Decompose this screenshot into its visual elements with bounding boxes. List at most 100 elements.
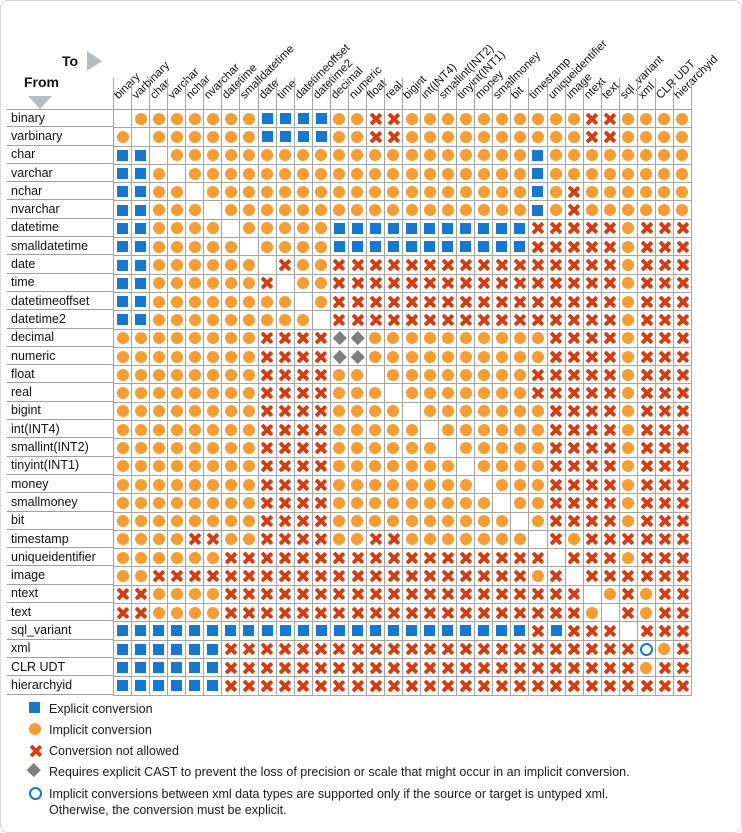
not-allowed-x-icon bbox=[315, 460, 328, 473]
cell-int-int4--to-binary bbox=[114, 421, 133, 440]
cell-nvarchar-to-binary bbox=[114, 201, 133, 220]
grid-line bbox=[691, 78, 692, 109]
cell-binary-to-bit bbox=[511, 110, 530, 129]
not-allowed-x-icon bbox=[604, 405, 617, 418]
implicit-circle-icon bbox=[261, 185, 274, 198]
implicit-circle-icon bbox=[441, 185, 454, 198]
cell-real-to-datetime2 bbox=[312, 384, 331, 403]
cell-image-to-image bbox=[565, 567, 584, 586]
implicit-circle-icon bbox=[261, 204, 274, 217]
cell-sql-variant-to-nchar bbox=[186, 622, 205, 641]
not-allowed-x-icon bbox=[586, 295, 599, 308]
implicit-circle-icon bbox=[405, 332, 418, 345]
cell-image-to-varchar bbox=[168, 567, 187, 586]
cell-char-to-hierarchyid bbox=[673, 146, 692, 165]
cell-ntext-to-bit bbox=[511, 585, 530, 605]
not-allowed-x-icon bbox=[387, 551, 400, 564]
explicit-square-icon bbox=[514, 222, 526, 234]
cell-ntext-to-char bbox=[150, 585, 169, 605]
cell-image-to-date bbox=[258, 567, 277, 586]
cell-varbinary-to-varbinary bbox=[132, 128, 151, 147]
implicit-circle-icon bbox=[279, 240, 292, 253]
cell-sql-variant-to-datetimeoffset bbox=[294, 622, 313, 641]
cell-image-to-binary bbox=[114, 567, 133, 586]
implicit-circle-icon bbox=[351, 387, 364, 400]
implicit-circle-icon bbox=[495, 515, 508, 528]
not-allowed-x-icon bbox=[134, 588, 147, 601]
not-allowed-x-icon bbox=[586, 277, 599, 290]
cell-smalldatetime-to-binary bbox=[114, 238, 133, 257]
implicit-circle-icon bbox=[495, 441, 508, 454]
not-allowed-x-icon bbox=[495, 313, 508, 326]
cell-nchar-to-bit bbox=[511, 183, 530, 202]
implicit-circle-icon bbox=[242, 259, 255, 272]
explicit-square-icon bbox=[117, 259, 129, 271]
not-allowed-x-icon bbox=[531, 259, 544, 272]
implicit-circle-icon bbox=[513, 112, 526, 125]
not-allowed-x-icon bbox=[604, 350, 617, 363]
explicit-square-icon bbox=[189, 643, 201, 655]
cell-datetime-to-nvarchar bbox=[204, 219, 223, 239]
implicit-circle-icon bbox=[387, 423, 400, 436]
not-allowed-x-icon bbox=[622, 570, 635, 583]
not-allowed-x-icon bbox=[622, 643, 635, 656]
implicit-circle-icon bbox=[351, 405, 364, 418]
to-arrow-icon bbox=[87, 51, 102, 71]
implicit-circle-icon bbox=[441, 533, 454, 546]
cell-image-to-smallmoney bbox=[493, 567, 512, 586]
cell-datetimeoffset-to-money bbox=[475, 292, 494, 312]
cell-decimal-to-nvarchar bbox=[204, 329, 223, 348]
implicit-circle-icon bbox=[315, 295, 328, 308]
cell-datetimeoffset-to-int-int4- bbox=[421, 292, 440, 312]
cell-nchar-to-binary bbox=[114, 183, 133, 202]
not-allowed-x-icon bbox=[477, 643, 490, 656]
implicit-circle-icon bbox=[513, 204, 526, 217]
implicit-circle-icon bbox=[369, 149, 382, 162]
not-allowed-x-icon bbox=[550, 570, 563, 583]
not-allowed-x-icon bbox=[459, 259, 472, 272]
cell-sql-variant-to-time bbox=[276, 622, 295, 641]
cell-varbinary-to-bigint bbox=[403, 128, 422, 147]
not-allowed-x-icon bbox=[658, 661, 671, 674]
not-allowed-x-icon bbox=[495, 679, 508, 692]
cell-xml-to-xml bbox=[637, 640, 656, 659]
cell-bigint-to-ntext bbox=[583, 402, 602, 422]
not-allowed-x-icon bbox=[622, 606, 635, 619]
not-allowed-x-icon bbox=[261, 460, 274, 473]
row-label-numeric: numeric bbox=[7, 347, 113, 366]
cell-char-to-float bbox=[366, 146, 385, 165]
implicit-circle-icon bbox=[242, 222, 255, 235]
cell-date-to-datetime2 bbox=[312, 256, 331, 275]
not-allowed-x-icon bbox=[224, 643, 237, 656]
implicit-circle-icon bbox=[134, 387, 147, 400]
legend-item-o: Implicit conversions between xml data ty… bbox=[29, 786, 608, 818]
cell-int-int4--to-numeric bbox=[348, 421, 367, 440]
not-allowed-x-icon bbox=[640, 277, 653, 290]
not-allowed-x-icon bbox=[495, 661, 508, 674]
not-allowed-x-icon bbox=[369, 679, 382, 692]
not-allowed-x-icon bbox=[640, 405, 653, 418]
cell-ntext-to-sql-variant bbox=[619, 585, 638, 605]
cell-nvarchar-to-numeric bbox=[348, 201, 367, 220]
cell-smalldatetime-to-uniqueidentifier bbox=[547, 238, 566, 257]
cell-tinyint-int1--to-bit bbox=[511, 457, 530, 476]
cell-float-to-varchar bbox=[168, 366, 187, 385]
cell-nvarchar-to-smallint-int2- bbox=[439, 201, 458, 220]
cell-clr-udt-to-timestamp bbox=[529, 658, 548, 678]
cell-date-to-text bbox=[601, 256, 620, 275]
explicit-square-icon bbox=[532, 186, 544, 198]
explicit-square-icon bbox=[135, 277, 147, 289]
cell-smallint-int2--to-smallint-int2- bbox=[439, 439, 458, 458]
cell-money-to-tinyint-int1- bbox=[457, 475, 476, 495]
not-allowed-x-icon bbox=[513, 606, 526, 619]
implicit-circle-icon bbox=[441, 478, 454, 491]
cell-numeric-to-text bbox=[601, 347, 620, 367]
explicit-square-icon bbox=[279, 113, 291, 125]
explicit-square-icon bbox=[135, 296, 147, 308]
row-label-varchar: varchar bbox=[7, 164, 113, 183]
cell-smallint-int2--to-sql-variant bbox=[619, 439, 638, 458]
cell-hierarchyid-to-char bbox=[150, 677, 169, 696]
explicit-square-icon bbox=[261, 625, 273, 637]
implicit-circle-icon bbox=[423, 405, 436, 418]
cell-datetime-to-int-int4- bbox=[421, 219, 440, 239]
